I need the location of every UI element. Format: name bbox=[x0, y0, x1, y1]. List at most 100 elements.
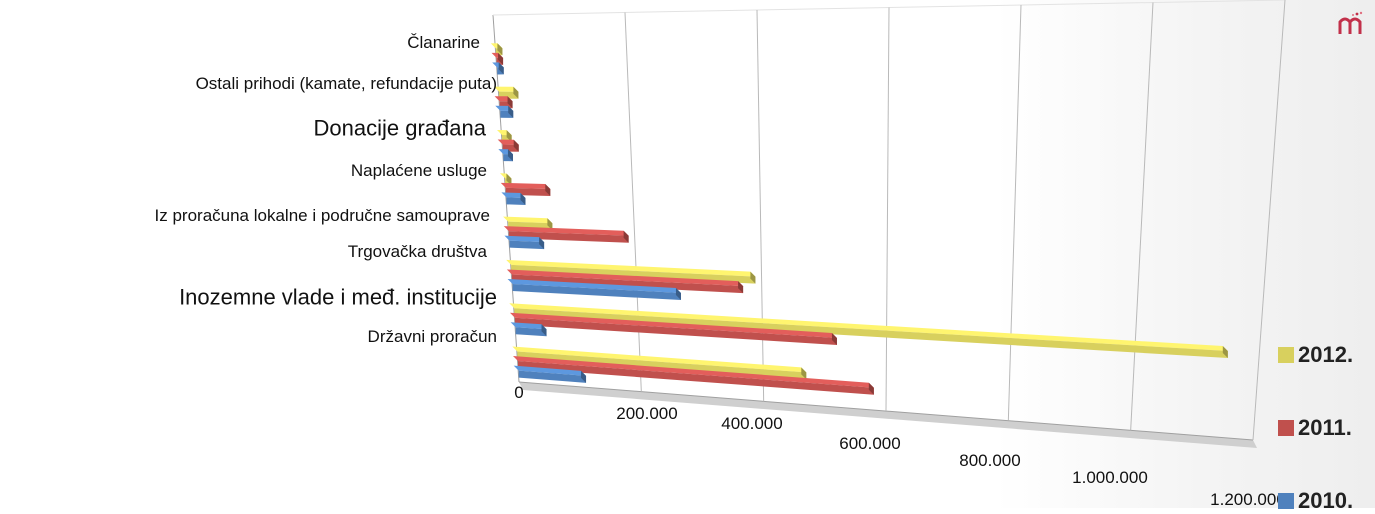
gridline-2 bbox=[756, 9, 765, 402]
bar-top bbox=[497, 139, 519, 145]
bar-end bbox=[513, 86, 519, 99]
bar-end bbox=[513, 139, 519, 152]
category-label-donacije-gra-ana: Donacije građana bbox=[314, 116, 487, 141]
bar-top bbox=[500, 182, 551, 190]
category-label-iz-proracuna-lokalne-i-podrucne-samouprave: Iz proračuna lokalne i područne samoupra… bbox=[155, 206, 490, 225]
bar-end bbox=[539, 237, 545, 250]
bar-2011-drzavni-proracun bbox=[513, 356, 874, 395]
bar-2010-naplacene-usluge bbox=[501, 192, 526, 205]
legend-item-2010: 2010. bbox=[1278, 488, 1353, 514]
legend-label: 2012. bbox=[1298, 342, 1354, 367]
bar-top bbox=[507, 278, 681, 293]
bar-top bbox=[509, 312, 837, 338]
bar-2012-inozemne-vlade-i-me-institucije bbox=[509, 303, 1228, 359]
bar-2010-clanarine bbox=[492, 62, 504, 75]
y-axis-line bbox=[492, 14, 520, 383]
bar-top bbox=[509, 303, 1228, 352]
bar-front bbox=[509, 240, 545, 250]
bar-2010-donacije-gra-ana bbox=[498, 149, 513, 162]
gridline-3 bbox=[885, 7, 890, 412]
category-label-naplacene-usluge: Naplaćene usluge bbox=[351, 161, 487, 180]
bar-2010-iz-proracuna-lokalne-i-podrucne-samouprave bbox=[504, 235, 545, 250]
bar-top bbox=[512, 346, 807, 373]
bar-end bbox=[498, 52, 504, 65]
legend-label: 2011. bbox=[1298, 415, 1352, 440]
bar-end bbox=[738, 281, 744, 294]
bar-front bbox=[514, 317, 837, 345]
bar-2010-drzavni-proracun bbox=[513, 365, 587, 383]
bar-front bbox=[508, 231, 629, 243]
bar-front bbox=[512, 283, 681, 300]
bar-top bbox=[503, 226, 629, 236]
bar-top bbox=[513, 356, 874, 388]
tick-label-4: 800.000 bbox=[959, 451, 1020, 470]
bar-end bbox=[801, 367, 807, 380]
bar-end bbox=[541, 324, 547, 337]
legend-item-2012: 2012. bbox=[1278, 342, 1353, 368]
tick-label-3: 600.000 bbox=[839, 434, 900, 453]
legend-swatch bbox=[1278, 420, 1294, 436]
chart-bars bbox=[490, 43, 1228, 395]
legend-label: 2010. bbox=[1298, 488, 1354, 513]
gridline-5 bbox=[1130, 2, 1154, 431]
bar-end bbox=[581, 370, 587, 383]
bar-end bbox=[675, 287, 681, 300]
bar-top bbox=[506, 259, 756, 277]
bar-end bbox=[498, 62, 504, 75]
bar-front bbox=[518, 370, 587, 383]
category-label-inozemne-vlade-i-me-institucije: Inozemne vlade i međ. institucije bbox=[179, 285, 497, 310]
category-label-clanarine: Članarine bbox=[407, 33, 480, 52]
bar-end bbox=[547, 218, 553, 231]
bar-end bbox=[508, 105, 514, 118]
brand-logo bbox=[1338, 11, 1363, 34]
bar-top bbox=[501, 192, 526, 198]
tick-label-2: 400.000 bbox=[721, 414, 782, 433]
bar-2011-inozemne-vlade-i-me-institucije bbox=[509, 312, 837, 345]
bar-end bbox=[497, 43, 503, 56]
gridline-4 bbox=[1007, 4, 1022, 421]
tick-label-0: 0 bbox=[514, 383, 523, 402]
bar-end bbox=[623, 230, 629, 243]
bar-front bbox=[511, 274, 744, 294]
bar-end bbox=[506, 173, 512, 186]
category-label-ostali-prihodi-kamate-refundacije-puta: Ostali prihodi (kamate, refundacije puta… bbox=[196, 74, 497, 93]
bar-2011-donacije-gra-ana bbox=[497, 139, 519, 152]
bar-end bbox=[507, 96, 513, 109]
legend-item-2011: 2011. bbox=[1278, 415, 1352, 441]
legend-swatch bbox=[1278, 493, 1294, 509]
bar-end bbox=[750, 271, 756, 284]
bar-end bbox=[520, 192, 526, 205]
bar-2011-trgovacka-drustva bbox=[506, 269, 744, 294]
chart-labels: 0 200.000 400.000 600.000 800.000 1.000.000 1.… bbox=[155, 33, 1286, 508]
bar-end bbox=[868, 382, 874, 395]
bar-front bbox=[515, 327, 547, 337]
tick-label-6: 1.200.000 bbox=[1210, 490, 1286, 508]
background-gradient bbox=[995, 0, 1375, 508]
category-label-trgovacka-drustva: Trgovačka društva bbox=[348, 242, 488, 261]
tick-label-5: 1.000.000 bbox=[1072, 468, 1148, 487]
bar-top bbox=[506, 269, 744, 287]
bar-2010-trgovacka-drustva bbox=[507, 278, 681, 300]
bar-front bbox=[514, 308, 1228, 359]
bar-2012-drzavni-proracun bbox=[512, 346, 807, 380]
gridline-1 bbox=[624, 12, 642, 392]
bar-top bbox=[493, 86, 519, 92]
bar-front bbox=[518, 361, 874, 395]
gridline-6 bbox=[1252, 0, 1286, 441]
category-label-drzavni-proracun: Državni proračun bbox=[368, 327, 497, 346]
legend-swatch bbox=[1278, 347, 1294, 363]
chart-floor bbox=[519, 382, 1257, 448]
bar-top bbox=[513, 365, 587, 376]
bar-2010-inozemne-vlade-i-me-institucije bbox=[510, 322, 547, 337]
bar-end bbox=[1222, 346, 1228, 359]
bar-top bbox=[510, 322, 547, 330]
bar-end bbox=[545, 184, 551, 197]
bar-2010-ostali-prihodi-kamate-refundacije-puta bbox=[495, 105, 514, 118]
bar-top bbox=[504, 235, 545, 243]
bar-2011-iz-proracuna-lokalne-i-podrucne-samouprave bbox=[503, 226, 629, 243]
bar-end bbox=[506, 130, 512, 143]
bar-front bbox=[517, 351, 807, 380]
bar-end bbox=[507, 149, 513, 162]
bar-end bbox=[831, 332, 837, 345]
bar-top bbox=[503, 216, 553, 224]
